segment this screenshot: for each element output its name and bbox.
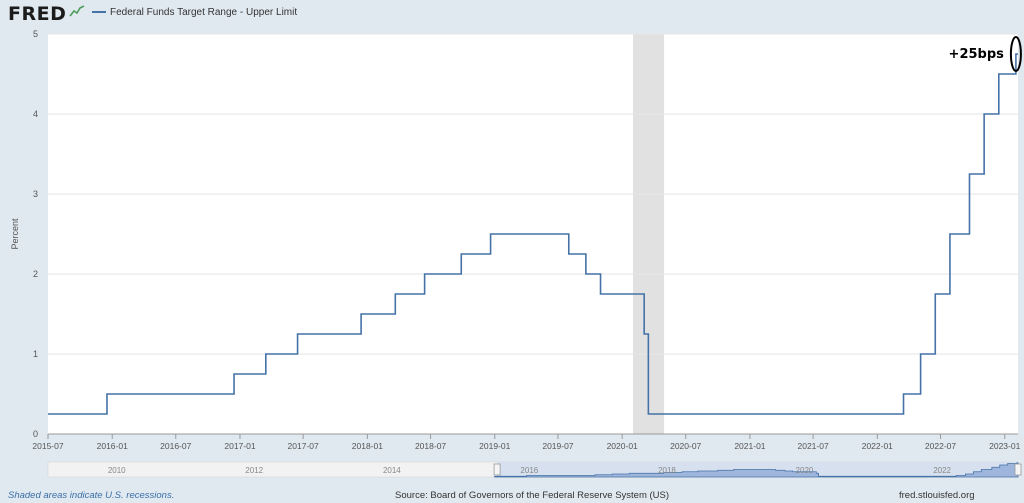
chart-legend[interactable]: Federal Funds Target Range - Upper Limit [92,7,297,18]
x-tick-label: 2015-07 [32,441,63,451]
y-tick-label: 4 [33,109,38,119]
x-tick-label: 2021-07 [798,441,829,451]
navigator-area [494,462,1019,478]
series-line [48,53,1018,415]
x-tick-label: 2022-07 [925,441,956,451]
y-tick-label: 0 [33,429,38,439]
x-tick-label: 2022-01 [862,441,893,451]
x-tick-label: 2016-07 [160,441,191,451]
legend-series-name: Federal Funds Target Range - Upper Limit [110,7,298,18]
x-tick-label: 2017-07 [288,441,319,451]
navigator-year-label: 2018 [658,466,676,475]
navigator-year-label: 2016 [520,466,538,475]
navigator-year-label: 2022 [933,466,951,475]
x-tick-label: 2020-01 [607,441,638,451]
y-tick-label: 3 [33,189,38,199]
fred-logo[interactable]: FRED [8,3,67,25]
navigator-handle[interactable] [1014,463,1022,476]
navigator-handle[interactable] [493,463,501,476]
annotation-text: +25bps [949,47,1005,62]
y-tick-label: 2 [33,269,38,279]
y-tick-label: 5 [33,29,38,39]
navigator-year-label: 2012 [245,466,263,475]
chart-footer: Shaded areas indicate U.S. recessions. S… [0,489,1024,503]
navigator-year-label: 2010 [108,466,126,475]
recession-note: Shaded areas indicate U.S. recessions. [8,490,175,501]
chart-header: FRED Federal Funds Target Range - Upper … [0,0,1024,28]
site-link[interactable]: fred.stlouisfed.org [899,490,975,501]
x-tick-label: 2019-07 [542,441,573,451]
navigator-year-label: 2014 [383,466,401,475]
source-text[interactable]: Source: Board of Governors of the Federa… [395,490,670,501]
x-tick-label: 2018-01 [352,441,383,451]
x-tick-label: 2016-01 [97,441,128,451]
x-tick-label: 2023-01 [989,441,1020,451]
legend-swatch [92,11,106,14]
y-axis-label: Percent [10,218,20,250]
x-tick-label: 2021-01 [734,441,765,451]
x-tick-label: 2017-01 [224,441,255,451]
x-tick-label: 2020-07 [670,441,701,451]
x-tick-label: 2019-01 [479,441,510,451]
annotation-circle [1009,36,1022,72]
y-tick-label: 1 [33,349,38,359]
chart-trend-icon [69,5,85,17]
navigator-year-label: 2020 [796,466,814,475]
x-tick-label: 2018-07 [415,441,446,451]
